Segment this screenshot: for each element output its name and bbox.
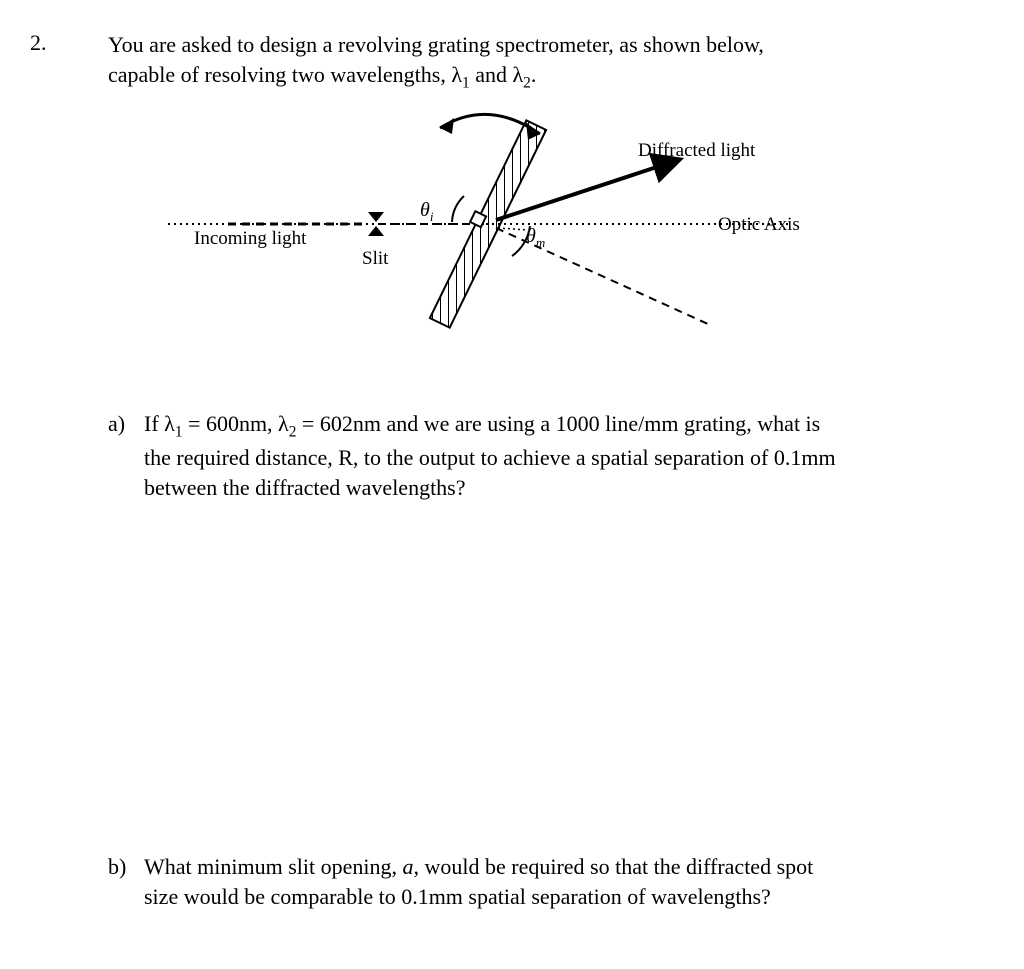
question-number: 2. <box>30 30 47 56</box>
pa-s1: 1 <box>175 423 183 440</box>
intro-line2-b: and λ <box>470 62 523 87</box>
part-a-text: If λ1 = 600nm, λ2 = 602nm and we are usi… <box>144 409 974 503</box>
part-b: b) What minimum slit opening, a, would b… <box>108 852 974 911</box>
part-a-label: a) <box>108 409 144 439</box>
page: 2. You are asked to design a revolving g… <box>0 0 1024 942</box>
part-b-label: b) <box>108 852 144 882</box>
intro-sub2: 2 <box>523 74 531 91</box>
theta-m-sub: m <box>536 235 545 250</box>
part-b-text: What minimum slit opening, a, would be r… <box>144 852 974 911</box>
pa-l1a: If λ <box>144 411 175 436</box>
intro-line2-a: capable of resolving two wavelengths, λ <box>108 62 462 87</box>
svg-text:θm: θm <box>526 225 545 250</box>
label-slit: Slit <box>362 248 389 269</box>
pb-l2: size would be comparable to 0.1mm spatia… <box>144 884 771 909</box>
intro-text: You are asked to design a revolving grat… <box>108 30 974 94</box>
theta-i-base: θ <box>420 199 430 221</box>
pb-l1b: , would be required so that the diffract… <box>413 854 813 879</box>
intro-sub1: 1 <box>462 74 470 91</box>
diagram: Diffracted light Optic Axis Incoming lig… <box>108 104 974 349</box>
pb-ital: a <box>402 854 413 879</box>
pa-l3: between the diffracted wavelengths? <box>144 475 466 500</box>
label-optic-axis: Optic Axis <box>718 214 800 235</box>
pa-l2: the required distance, R, to the output … <box>144 445 836 470</box>
svg-text:θi: θi <box>420 199 434 224</box>
label-incoming: Incoming light <box>194 228 307 249</box>
part-a: a) If λ1 = 600nm, λ2 = 602nm and we are … <box>108 409 974 503</box>
theta-i-sub: i <box>430 209 434 224</box>
content: You are asked to design a revolving grat… <box>108 30 974 912</box>
blank-space <box>108 502 974 852</box>
intro-line1: You are asked to design a revolving grat… <box>108 32 764 57</box>
intro-line2-c: . <box>531 62 537 87</box>
spectrometer-diagram: Diffracted light Optic Axis Incoming lig… <box>108 104 868 344</box>
pb-l1a: What minimum slit opening, <box>144 854 402 879</box>
label-diffracted: Diffracted light <box>638 140 756 161</box>
pa-l1c: = 602nm and we are using a 1000 line/mm … <box>296 411 820 436</box>
pa-l1b: = 600nm, λ <box>183 411 289 436</box>
theta-m-base: θ <box>526 225 536 247</box>
